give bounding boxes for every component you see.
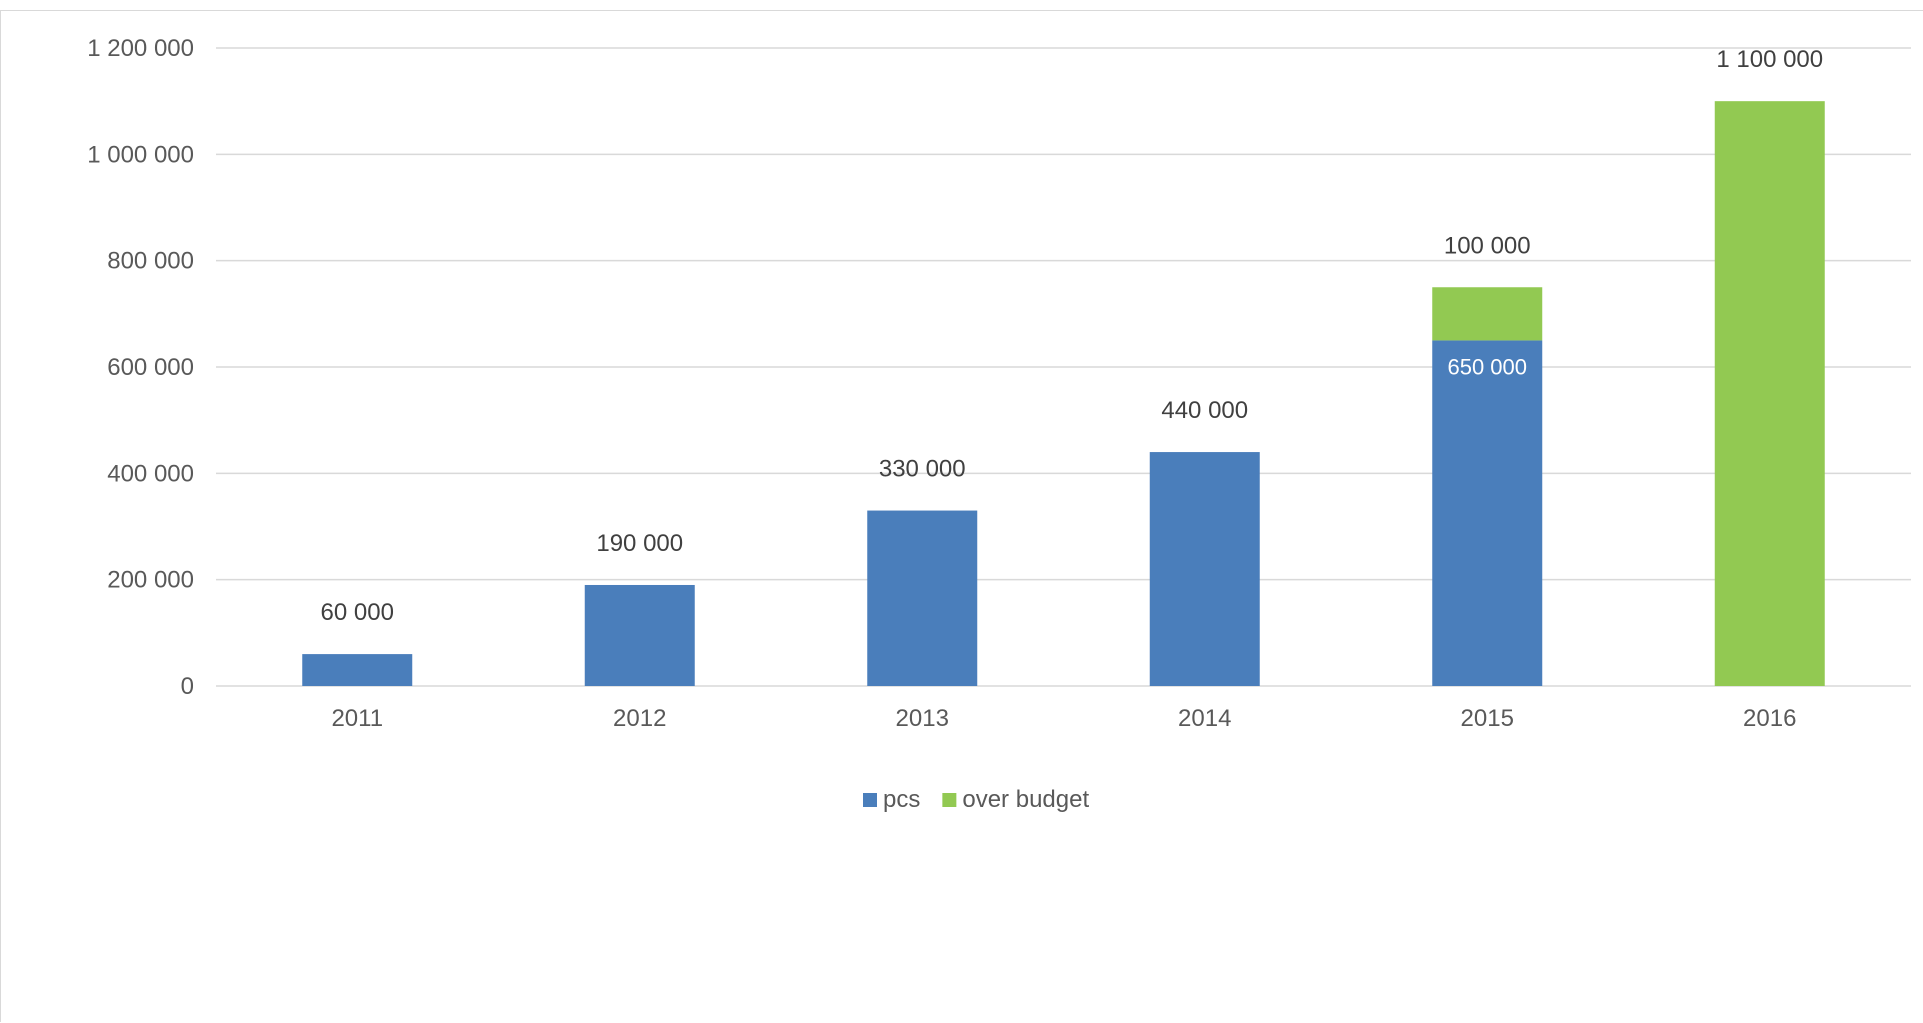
bar-pcs-2015 [1432, 340, 1543, 686]
data-labels: 60 000 190 000 330 000 440 000 650 000 100 00… [321, 46, 1824, 626]
x-tick-label: 2012 [613, 705, 666, 732]
data-label: 330 000 [879, 456, 966, 483]
chart-frame: 0 200 000 400 000 600 000 800 000 1 000 000 1 … [0, 10, 1923, 1022]
y-tick-label: 200 000 [107, 567, 194, 594]
gridlines [216, 47, 1911, 687]
y-tick-label: 800 000 [107, 248, 194, 275]
bar-over-budget-2015 [1432, 287, 1543, 341]
y-tick-label: 1 000 000 [87, 141, 194, 168]
x-tick-label: 2016 [1743, 705, 1796, 732]
legend-label: pcs [883, 786, 920, 813]
bar-over-budget-2016 [1714, 101, 1825, 686]
y-tick-label: 400 000 [107, 460, 194, 487]
bar-chart: 0 200 000 400 000 600 000 800 000 1 000 000 1 … [87, 35, 1911, 813]
bars [302, 101, 1825, 686]
legend-swatch-over-budget [942, 793, 957, 807]
data-label: 100 000 [1444, 232, 1531, 259]
legend: pcs over budget [863, 786, 1089, 813]
x-tick-label: 2015 [1461, 705, 1514, 732]
bar-pcs-2014 [1149, 452, 1260, 686]
data-label: 440 000 [1161, 397, 1248, 424]
x-tick-label: 2013 [896, 705, 949, 732]
data-label: 650 000 [1447, 354, 1527, 379]
data-label: 190 000 [596, 530, 683, 557]
x-tick-label: 2011 [331, 705, 383, 732]
bar-pcs-2013 [867, 510, 978, 686]
x-axis-ticks: 2011 2012 2013 2014 2015 2016 [331, 705, 1796, 732]
y-tick-label: 600 000 [107, 354, 194, 381]
y-tick-label: 1 200 000 [87, 35, 194, 62]
legend-label: over budget [962, 786, 1089, 813]
x-tick-label: 2014 [1178, 705, 1231, 732]
y-axis-ticks: 0 200 000 400 000 600 000 800 000 1 000 000 1 … [87, 35, 194, 700]
legend-swatch-pcs [863, 793, 877, 807]
bar-pcs-2012 [584, 584, 695, 686]
y-tick-label: 0 [181, 673, 194, 700]
bar-pcs-2011 [302, 654, 413, 686]
data-label: 60 000 [321, 599, 394, 626]
data-label: 1 100 000 [1716, 46, 1823, 73]
